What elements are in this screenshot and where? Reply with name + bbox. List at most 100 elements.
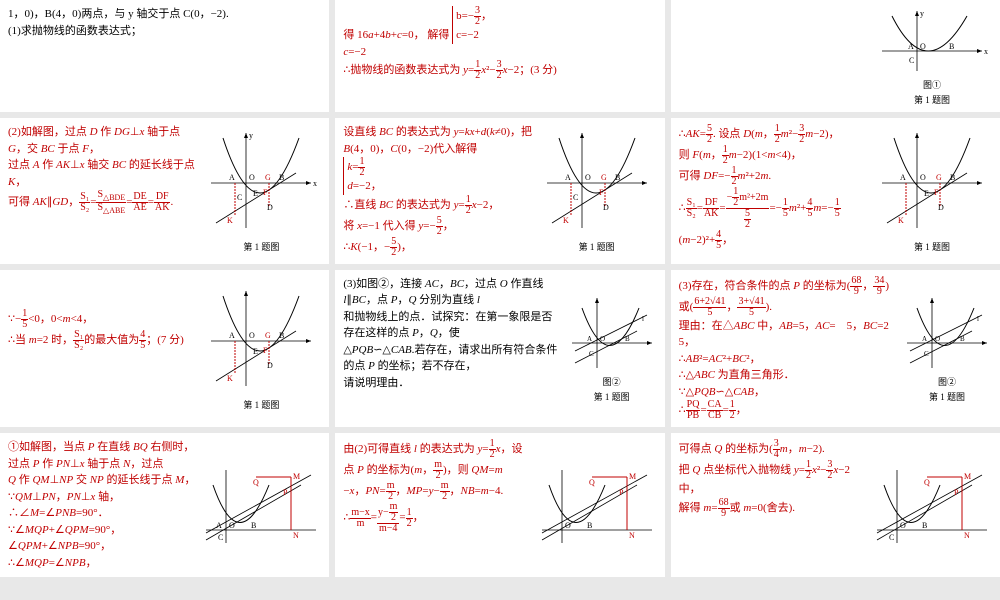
fig-subcaption: 第 1 题图 <box>243 240 279 253</box>
parabola-overlay-icon: O G B A C F D K <box>537 128 657 238</box>
text-r4c2: 由(2)可得直线 l 的表达式为 y=12x，设点 P 的坐标为(m，m2)，则… <box>343 439 532 571</box>
cell-r2c2: 设直线 BC 的表达式为 y=kx+d(k≠0)，把 B(4，0)，C(0，−2… <box>335 118 664 264</box>
svg-text:E: E <box>253 347 258 356</box>
figure-r3c1: O G B A E F D K 第 1 题图 <box>201 276 321 422</box>
svg-text:B: B <box>625 335 630 343</box>
svg-text:O: O <box>920 42 926 51</box>
text-r1c1: 1，0)，B(4，0)两点，与 y 轴交于点 C(0，−2). (1)求抛物线的… <box>8 6 321 106</box>
figure-r1c3: A O B C x y 图① 第 1 题图 <box>872 6 992 106</box>
fig-caption: 图② <box>938 375 956 388</box>
svg-text:Q: Q <box>924 478 930 487</box>
svg-text:K: K <box>563 216 569 225</box>
svg-text:O: O <box>585 173 591 182</box>
svg-text:C: C <box>924 350 929 358</box>
svg-text:K: K <box>227 374 233 383</box>
cell-r4c1: ①如解图，当点 P 在直线 BQ 右侧时，过点 P 作 PN⊥x 轴于点 N，过… <box>0 433 329 577</box>
text-r2c3: ∴AK=52. 设点 D(m，12m²−32m−2)， 则 F(m，12m−2)… <box>679 124 868 258</box>
text-r4c3: 可得点 Q 的坐标为(34m，m−2). 把 Q 点坐标代入抛物线 y=12x²… <box>679 439 868 571</box>
figure-r4c2: Q P M N O B <box>537 439 657 571</box>
svg-text:F: F <box>934 188 939 197</box>
svg-text:O: O <box>565 521 571 530</box>
svg-text:l: l <box>977 315 979 323</box>
cell-r1c2: 得 16a+4b+c=0， 解得 b=−32，c=−2 c=−2 ∴抛物线的函数… <box>335 0 664 112</box>
svg-text:A: A <box>900 173 906 182</box>
figure-r4c1: Q P M N A O B C <box>201 439 321 571</box>
svg-text:C: C <box>573 193 578 202</box>
svg-text:Q: Q <box>253 478 259 487</box>
svg-text:x: x <box>984 47 988 56</box>
svg-text:G: G <box>265 173 271 182</box>
svg-text:C: C <box>218 533 223 542</box>
svg-text:P: P <box>619 488 624 497</box>
svg-text:B: B <box>950 173 955 182</box>
text-r1c2: 得 16a+4b+c=0， 解得 b=−32，c=−2 c=−2 ∴抛物线的函数… <box>343 6 656 106</box>
figure-r2c3: O G B A E F D K 第 1 题图 <box>872 124 992 258</box>
cell-r1c3: A O B C x y 图① 第 1 题图 <box>671 0 1000 112</box>
cell-r4c2: 由(2)可得直线 l 的表达式为 y=12x，设点 P 的坐标为(m，m2)，则… <box>335 433 664 577</box>
cell-r2c1: (2)如解图，过点 D 作 DG⊥x 轴于点 G，交 BC 于点 F， 过点 A… <box>0 118 329 264</box>
svg-text:N: N <box>964 531 970 540</box>
svg-text:E: E <box>253 189 258 198</box>
svg-text:A: A <box>587 335 592 343</box>
cell-r3c3: (3)存在，符合条件的点 P 的坐标为(689，349)或(6+2√415，3+… <box>671 270 1000 428</box>
svg-text:B: B <box>922 521 927 530</box>
parabola-overlay-icon: O G B A E F D K <box>872 128 992 238</box>
svg-text:G: G <box>936 173 942 182</box>
svg-text:E: E <box>924 189 929 198</box>
svg-text:Q: Q <box>589 478 595 487</box>
svg-text:F: F <box>263 188 268 197</box>
svg-text:y: y <box>249 131 253 140</box>
svg-text:F: F <box>263 346 268 355</box>
svg-text:D: D <box>267 361 273 370</box>
svg-text:A: A <box>908 42 914 51</box>
svg-text:G: G <box>265 331 271 340</box>
cell-r4c3: 可得点 Q 的坐标为(34m，m−2). 把 Q 点坐标代入抛物线 y=12x²… <box>671 433 1000 577</box>
parabola-fig3-icon: Q P M N O B C <box>872 465 992 545</box>
svg-text:D: D <box>267 203 273 212</box>
fig-caption: 图① <box>923 78 941 91</box>
svg-text:O: O <box>249 173 255 182</box>
parabola-fig2-icon: A O B C l <box>902 293 992 373</box>
svg-text:N: N <box>293 531 299 540</box>
svg-text:M: M <box>293 472 300 481</box>
svg-text:B: B <box>960 335 965 343</box>
fig-subcaption: 第 1 题图 <box>579 240 615 253</box>
text-r3c1: ∵−15<0，0<m<4， ∴当 m=2 时，S₁S₂的最大值为45；(7 分) <box>8 276 197 422</box>
svg-text:D: D <box>603 203 609 212</box>
cell-r2c3: ∴AK=52. 设点 D(m，12m²−32m−2)， 则 F(m，12m−2)… <box>671 118 1000 264</box>
svg-text:F: F <box>599 188 604 197</box>
line: 1，0)，B(4，0)两点，与 y 轴交于点 C(0，−2). <box>8 8 229 20</box>
svg-text:K: K <box>227 216 233 225</box>
fig-subcaption: 第 1 题图 <box>594 390 630 403</box>
fig-subcaption: 第 1 题图 <box>929 390 965 403</box>
parabola-fig2-icon: A O B C l <box>567 293 657 373</box>
svg-text:C: C <box>237 193 242 202</box>
svg-text:G: G <box>601 173 607 182</box>
svg-text:A: A <box>922 335 927 343</box>
svg-text:O: O <box>249 331 255 340</box>
svg-text:B: B <box>251 521 256 530</box>
svg-text:O: O <box>920 173 926 182</box>
figure-r4c3: Q P M N O B C <box>872 439 992 571</box>
parabola-overlay-icon: O G B A E F D K <box>201 286 321 396</box>
spacer <box>679 6 868 106</box>
svg-text:P: P <box>954 488 959 497</box>
answer-grid: 1，0)，B(4，0)两点，与 y 轴交于点 C(0，−2). (1)求抛物线的… <box>0 0 1000 577</box>
svg-text:C: C <box>909 56 914 65</box>
text-r4c1: ①如解图，当点 P 在直线 BQ 右侧时，过点 P 作 PN⊥x 轴于点 N，过… <box>8 439 197 571</box>
figure-r2c2: O G B A C F D K 第 1 题图 <box>537 124 657 258</box>
svg-text:B: B <box>279 173 284 182</box>
svg-text:B: B <box>615 173 620 182</box>
cell-r1c1: 1，0)，B(4，0)两点，与 y 轴交于点 C(0，−2). (1)求抛物线的… <box>0 0 329 112</box>
svg-text:A: A <box>216 521 222 530</box>
svg-text:l: l <box>642 315 644 323</box>
cell-r3c2: (3)如图②，连接 AC，BC，过点 O 作直线 l∥BC，点 P，Q 分别为直… <box>335 270 664 428</box>
parabola-fig3-icon: Q P M N A O B C <box>201 465 321 545</box>
fig-caption: 图② <box>603 375 621 388</box>
parabola-overlay-icon: O G B A C E F D K x y <box>201 128 321 238</box>
figure-r2c1: O G B A C E F D K x y 第 1 题图 <box>201 124 321 258</box>
svg-text:O: O <box>900 521 906 530</box>
text-r3c2: (3)如图②，连接 AC，BC，过点 O 作直线 l∥BC，点 P，Q 分别为直… <box>343 276 562 422</box>
text-r2c1: (2)如解图，过点 D 作 DG⊥x 轴于点 G，交 BC 于点 F， 过点 A… <box>8 124 197 258</box>
cell-r3c1: ∵−15<0，0<m<4， ∴当 m=2 时，S₁S₂的最大值为45；(7 分)… <box>0 270 329 428</box>
